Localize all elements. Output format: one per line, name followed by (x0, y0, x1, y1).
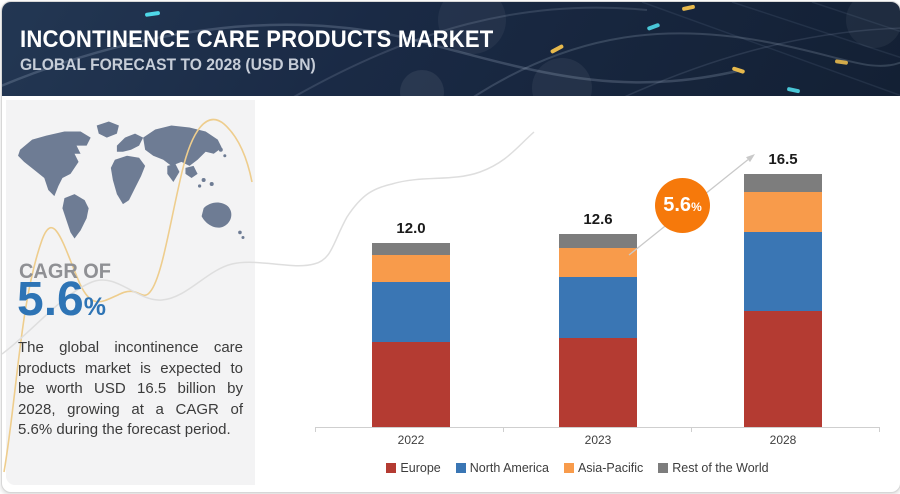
header-banner: INCONTINENCE CARE PRODUCTS MARKET GLOBAL… (2, 2, 900, 96)
cagr-annotation-badge: 5.6% (655, 178, 710, 233)
badge-value: 5.6 (663, 194, 692, 216)
axis-tick (315, 428, 316, 432)
badge-percent-sign: % (691, 200, 702, 214)
bar-segment-2028-rest-of-the-world (744, 174, 822, 193)
bar-segment-2022-rest-of-the-world (372, 243, 450, 256)
legend-label: Europe (400, 461, 441, 475)
bar-total-label-2028: 16.5 (768, 151, 798, 169)
legend-item-asia-pacific: Asia-Pacific (563, 461, 644, 475)
bar-segment-2023-asia-pacific (559, 247, 637, 277)
bar-segment-2028-europe (744, 311, 822, 427)
legend-item-europe: Europe (386, 461, 441, 475)
legend-swatch (658, 463, 669, 473)
x-axis-label-2028: 2028 (769, 433, 797, 447)
bar-segment-2028-asia-pacific (744, 192, 822, 233)
chart-legend: Europe North America Asia-Pacific Rest of t… (255, 461, 900, 475)
bar-segment-2023-north-america (559, 276, 637, 339)
bar-segment-2022-europe (372, 341, 450, 427)
legend-item-north-america: North America (455, 461, 549, 475)
network-decoration (2, 2, 900, 96)
bar-total-label-2023: 12.6 (583, 210, 613, 228)
legend-item-rest-of-the-world: Rest of the World (658, 461, 769, 475)
x-axis-label-2023: 2023 (584, 433, 612, 447)
legend-swatch (386, 463, 397, 473)
bar-segment-2028-north-america (744, 232, 822, 312)
x-axis-label-2022: 2022 (397, 433, 425, 447)
legend-label: Asia-Pacific (577, 461, 644, 475)
bar-segment-2023-rest-of-the-world (559, 233, 637, 248)
bar-total-label-2022: 12.0 (396, 220, 426, 238)
legend-label: Rest of the World (672, 461, 769, 475)
legend-swatch (455, 463, 466, 473)
page-subtitle: GLOBAL FORECAST TO 2028 (USD BN) (20, 55, 316, 74)
bar-segment-2022-asia-pacific (372, 255, 450, 283)
axis-tick (691, 428, 692, 432)
x-axis-line (315, 427, 880, 428)
legend-label: North America (469, 461, 549, 475)
page-title: INCONTINENCE CARE PRODUCTS MARKET (20, 26, 494, 53)
axis-tick (503, 428, 504, 432)
bar-segment-2022-north-america (372, 282, 450, 342)
legend-swatch (563, 463, 574, 473)
bar-segment-2023-europe (559, 338, 637, 427)
axis-tick (879, 428, 880, 432)
